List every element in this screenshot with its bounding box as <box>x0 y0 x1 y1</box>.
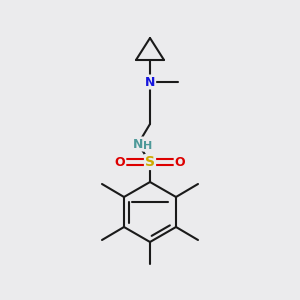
Text: O: O <box>175 155 185 169</box>
Text: N: N <box>133 137 143 151</box>
Text: N: N <box>145 76 155 88</box>
Text: H: H <box>143 141 153 151</box>
Text: S: S <box>145 155 155 169</box>
Text: O: O <box>115 155 125 169</box>
